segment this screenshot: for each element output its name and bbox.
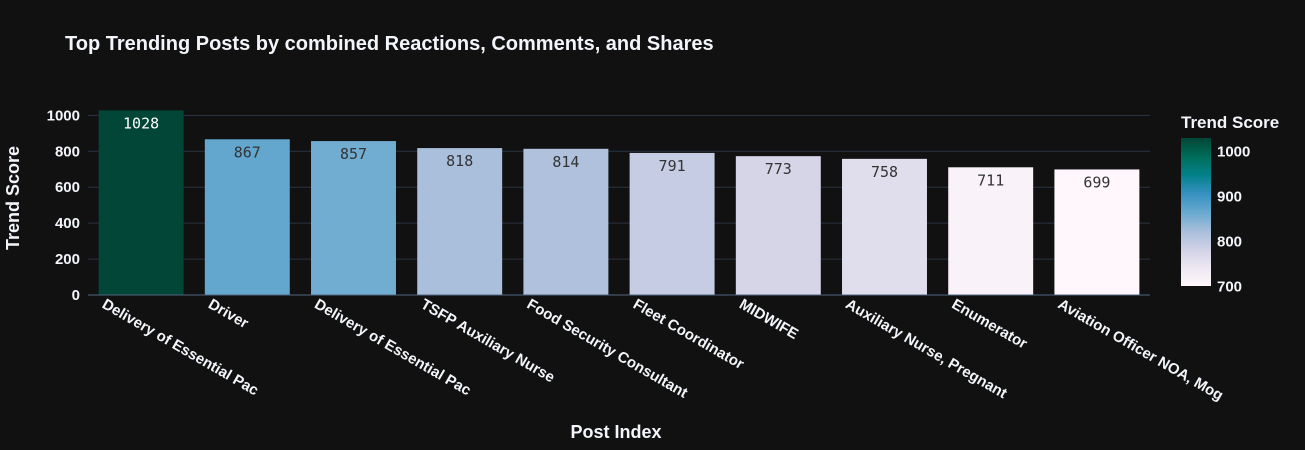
bar-value-label: 857: [340, 145, 367, 163]
bar-value-label: 867: [234, 143, 261, 161]
bar: [629, 152, 715, 295]
bar-value-label: 699: [1083, 173, 1110, 191]
x-tick-label: Aviation Officer NOA, Mog: [1055, 296, 1226, 405]
bar-value-label: 814: [552, 153, 579, 171]
y-axis-title: Trend Score: [3, 146, 23, 250]
bar: [98, 110, 184, 295]
x-tick-label: Driver: [205, 296, 251, 332]
colorbar-tick-label: 700: [1217, 279, 1242, 296]
y-tick-label: 600: [55, 179, 80, 196]
colorbar-ticks: 700 800 900 1000: [1217, 144, 1250, 296]
y-tick-label: 400: [55, 215, 80, 232]
x-tick-label: Enumerator: [949, 296, 1031, 353]
colorbar-title: Trend Score: [1181, 113, 1279, 132]
y-axis-ticks: 0 200 400 600 800 1000: [47, 107, 80, 304]
y-tick-label: 1000: [47, 107, 80, 124]
bar: [948, 167, 1034, 295]
bar: [311, 141, 396, 295]
y-tick-label: 200: [55, 251, 80, 268]
colorbar-gradient: [1181, 138, 1211, 286]
bar: [842, 158, 927, 295]
bar-value-label: 758: [871, 163, 898, 181]
bar-value-label: 773: [765, 160, 792, 178]
bar-labels: 1028 867 857 818 814 791 773 758 711 699: [123, 114, 1110, 191]
x-tick-label: MIDWIFE: [736, 296, 801, 343]
bar-value-label: 791: [659, 157, 686, 175]
bar-value-label: 1028: [123, 114, 159, 132]
chart-title: Top Trending Posts by combined Reactions…: [65, 33, 714, 55]
bars: [98, 110, 1140, 295]
x-axis-title: Post Index: [570, 422, 661, 442]
bar: [1054, 169, 1140, 295]
colorbar-tick-label: 1000: [1217, 144, 1250, 161]
bar: [735, 156, 821, 295]
colorbar: Trend Score 700 800 900 1000: [1181, 113, 1279, 296]
y-tick-label: 800: [55, 143, 80, 160]
y-tick-label: 0: [72, 287, 80, 304]
colorbar-tick-label: 900: [1217, 189, 1242, 206]
bar: [523, 148, 609, 295]
bar: [417, 148, 503, 295]
colorbar-tick-label: 800: [1217, 234, 1242, 251]
bar: [204, 139, 290, 295]
bar-value-label: 711: [977, 171, 1004, 189]
bar-value-label: 818: [446, 152, 473, 170]
